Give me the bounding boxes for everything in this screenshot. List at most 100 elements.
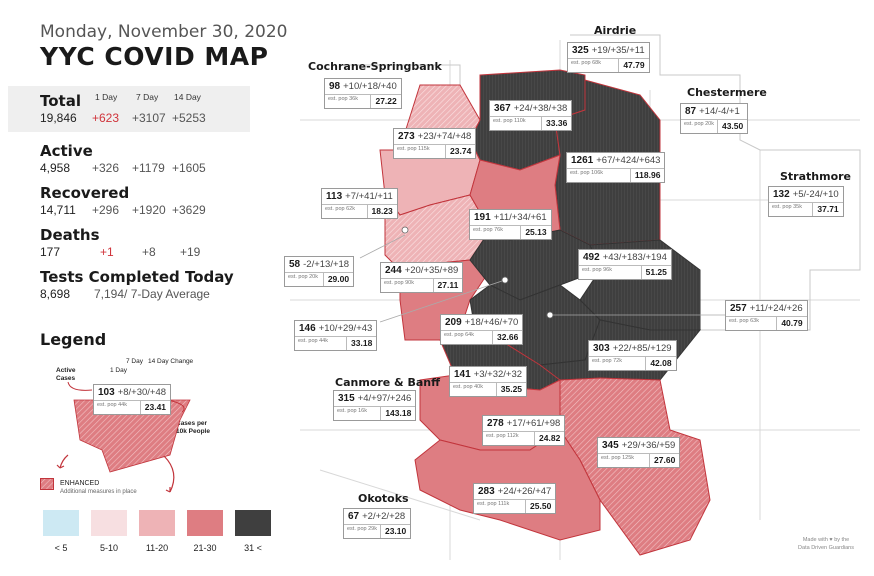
col-head-14day: 14 Day [174, 92, 201, 102]
callout-active-count: 87 [685, 106, 697, 117]
total-7day: +3107 [132, 111, 166, 125]
region-callout-se-central: 303 +22/+85/+129 est. pop 72k 42.08 [588, 340, 677, 371]
callout-active-count: 244 [385, 265, 402, 276]
callout-active-count: 315 [338, 393, 355, 404]
callout-population: est. pop 125k [601, 455, 635, 461]
legend-example-change: +8/+30/+48 [117, 387, 167, 399]
callout-population: est. pop 110k [493, 118, 526, 124]
callout-population: est. pop 111k [477, 501, 510, 507]
callout-rate: 35.25 [495, 383, 526, 396]
callout-active-count: 303 [593, 343, 610, 354]
region-callout-okotoks: 67 +2/+2/+28 est. pop 29k 23.10 [343, 508, 412, 539]
callout-active-count: 273 [398, 131, 415, 142]
recovered-14day: +3629 [172, 203, 206, 217]
legend-col-7day: 7 Day [126, 358, 143, 365]
total-label: Total [40, 92, 81, 110]
callout-active-count: 278 [487, 418, 504, 429]
callout-change: +11/+34/+61 [493, 212, 547, 224]
region-callout-south-central: 278 +17/+61/+98 est. pop 112k 24.82 [482, 415, 566, 446]
callout-rate: 25.50 [525, 500, 555, 513]
legend-col-14day: 14 Day Change [148, 358, 194, 365]
deaths-label: Deaths [40, 226, 100, 244]
callout-active-count: 325 [572, 45, 589, 56]
recovered-value: 14,711 [40, 203, 76, 217]
region-callout-canmore: 315 +4/+97/+246 est. pop 16k 143.18 [333, 390, 417, 421]
callout-change: +14/-4/+1 [699, 106, 740, 118]
page-title: YYC COVID MAP [40, 42, 269, 71]
region-callout-centre: 209 +18/+46/+70 est. pop 64k 32.66 [440, 314, 524, 345]
callout-active-count: 98 [329, 81, 341, 92]
callout-change: +43/+183/+194 [602, 252, 667, 264]
callout-population: est. pop 106k [570, 170, 604, 176]
callout-rate: 23.10 [379, 525, 410, 538]
callout-rate: 23.74 [445, 145, 475, 158]
callout-population: est. pop 44k [298, 338, 328, 344]
callout-population: est. pop 115k [397, 146, 430, 152]
credit-line2: Data Driven Guardians [798, 544, 854, 551]
callout-active-count: 113 [326, 191, 343, 202]
active-7day: +1179 [132, 161, 165, 175]
region-callout-cochrane: 98 +10/+18/+40 est. pop 36k 27.22 [324, 78, 402, 109]
callout-active-count: 141 [454, 369, 471, 380]
deaths-1day: +1 [100, 245, 114, 259]
region-name-chestermere: Chestermere [687, 86, 767, 99]
callout-change: +24/+26/+47 [497, 486, 552, 498]
callout-rate: 33.18 [346, 337, 376, 350]
region-callout-east: 492 +43/+183/+194 est. pop 96k 51.25 [578, 249, 672, 280]
region-callout-sw-small: 141 +3/+32/+32 est. pop 40k 35.25 [449, 366, 528, 397]
region-callout-nw-upper: 273 +23/+74/+48 est. pop 115k 23.74 [393, 128, 477, 159]
callout-population: est. pop 96k [582, 267, 612, 273]
region-callout-strathmore: 132 +5/-24/+10 est. pop 35k 37.71 [768, 186, 844, 217]
legend-swatch [139, 510, 175, 536]
legend-swatch [187, 510, 223, 536]
credit-line1: Made with ♥ by the [802, 537, 850, 543]
region-name-okotoks: Okotoks [358, 492, 409, 505]
callout-population: est. pop 68k [571, 60, 601, 66]
tests-value: 8,698 [40, 287, 71, 301]
legend-cases-per: Cases per 10k People [176, 420, 210, 436]
region-callout-nw-central: 191 +11/+34/+61 est. pop 76k 25.13 [469, 209, 552, 240]
legend-example-shape [56, 381, 191, 493]
col-head-1day: 1 Day [95, 92, 118, 102]
legend-active-cases: Active Cases [56, 367, 76, 383]
callout-active-count: 191 [474, 212, 491, 223]
callout-population: est. pop 20k [288, 274, 318, 280]
legend-enhanced-sub: Additional measures in place [60, 489, 137, 495]
enhanced-hatch-icon [40, 478, 54, 490]
region-callout-west-central: 244 +20/+35/+89 est. pop 90k 27.11 [380, 262, 464, 293]
deaths-value: 177 [40, 245, 61, 259]
callout-rate: 25.13 [520, 226, 550, 239]
region-callout-nw-west: 113 +7/+41/+11 est. pop 62k 18.23 [321, 188, 398, 219]
region-callout-south: 283 +24/+26/+47 est. pop 111k 25.50 [473, 483, 557, 514]
callout-rate: 27.60 [649, 454, 679, 467]
callout-active-count: 146 [299, 323, 316, 334]
callout-population: est. pop 36k [328, 96, 358, 102]
callout-change: +17/+61/+98 [506, 418, 561, 430]
callout-population: est. pop 76k [473, 227, 503, 233]
callout-change: +2/+2/+28 [362, 511, 406, 523]
callout-rate: 40.79 [776, 317, 806, 330]
callout-active-count: 67 [348, 511, 360, 522]
legend-swatch-label: 5-10 [99, 543, 118, 553]
callout-population: est. pop 90k [384, 280, 414, 286]
callout-population: est. pop 40k [453, 384, 483, 390]
callout-change: +22/+85/+129 [612, 343, 672, 355]
region-name-canmore: Canmore & Banff [335, 376, 441, 389]
active-value: 4,958 [40, 161, 71, 175]
callout-rate: 51.25 [640, 266, 671, 279]
callout-population: est. pop 29k [347, 526, 377, 532]
region-callout-southeast: 345 +29/+36/+59 est. pop 125k 27.60 [597, 437, 681, 468]
region-callout-west-sw: 146 +10/+29/+43 est. pop 44k 33.18 [294, 320, 378, 351]
legend-example-callout: 103 +8/+30/+48 est. pop 44k 23.41 [93, 384, 172, 415]
deaths-7day: +8 [142, 245, 156, 259]
tests-label: Tests Completed Today [40, 268, 234, 286]
callout-change: +20/+35/+89 [404, 265, 459, 277]
callout-change: +11/+24/+26 [749, 303, 803, 315]
callout-change: +4/+97/+246 [357, 393, 412, 405]
callout-change: +19/+35/+11 [591, 45, 645, 57]
callout-rate: 32.66 [492, 331, 522, 344]
callout-population: est. pop 64k [444, 332, 474, 338]
legend-swatch-label: 21-30 [193, 543, 217, 553]
callout-change: +7/+41/+11 [345, 191, 393, 203]
legend-enhanced: ENHANCED [60, 480, 100, 487]
